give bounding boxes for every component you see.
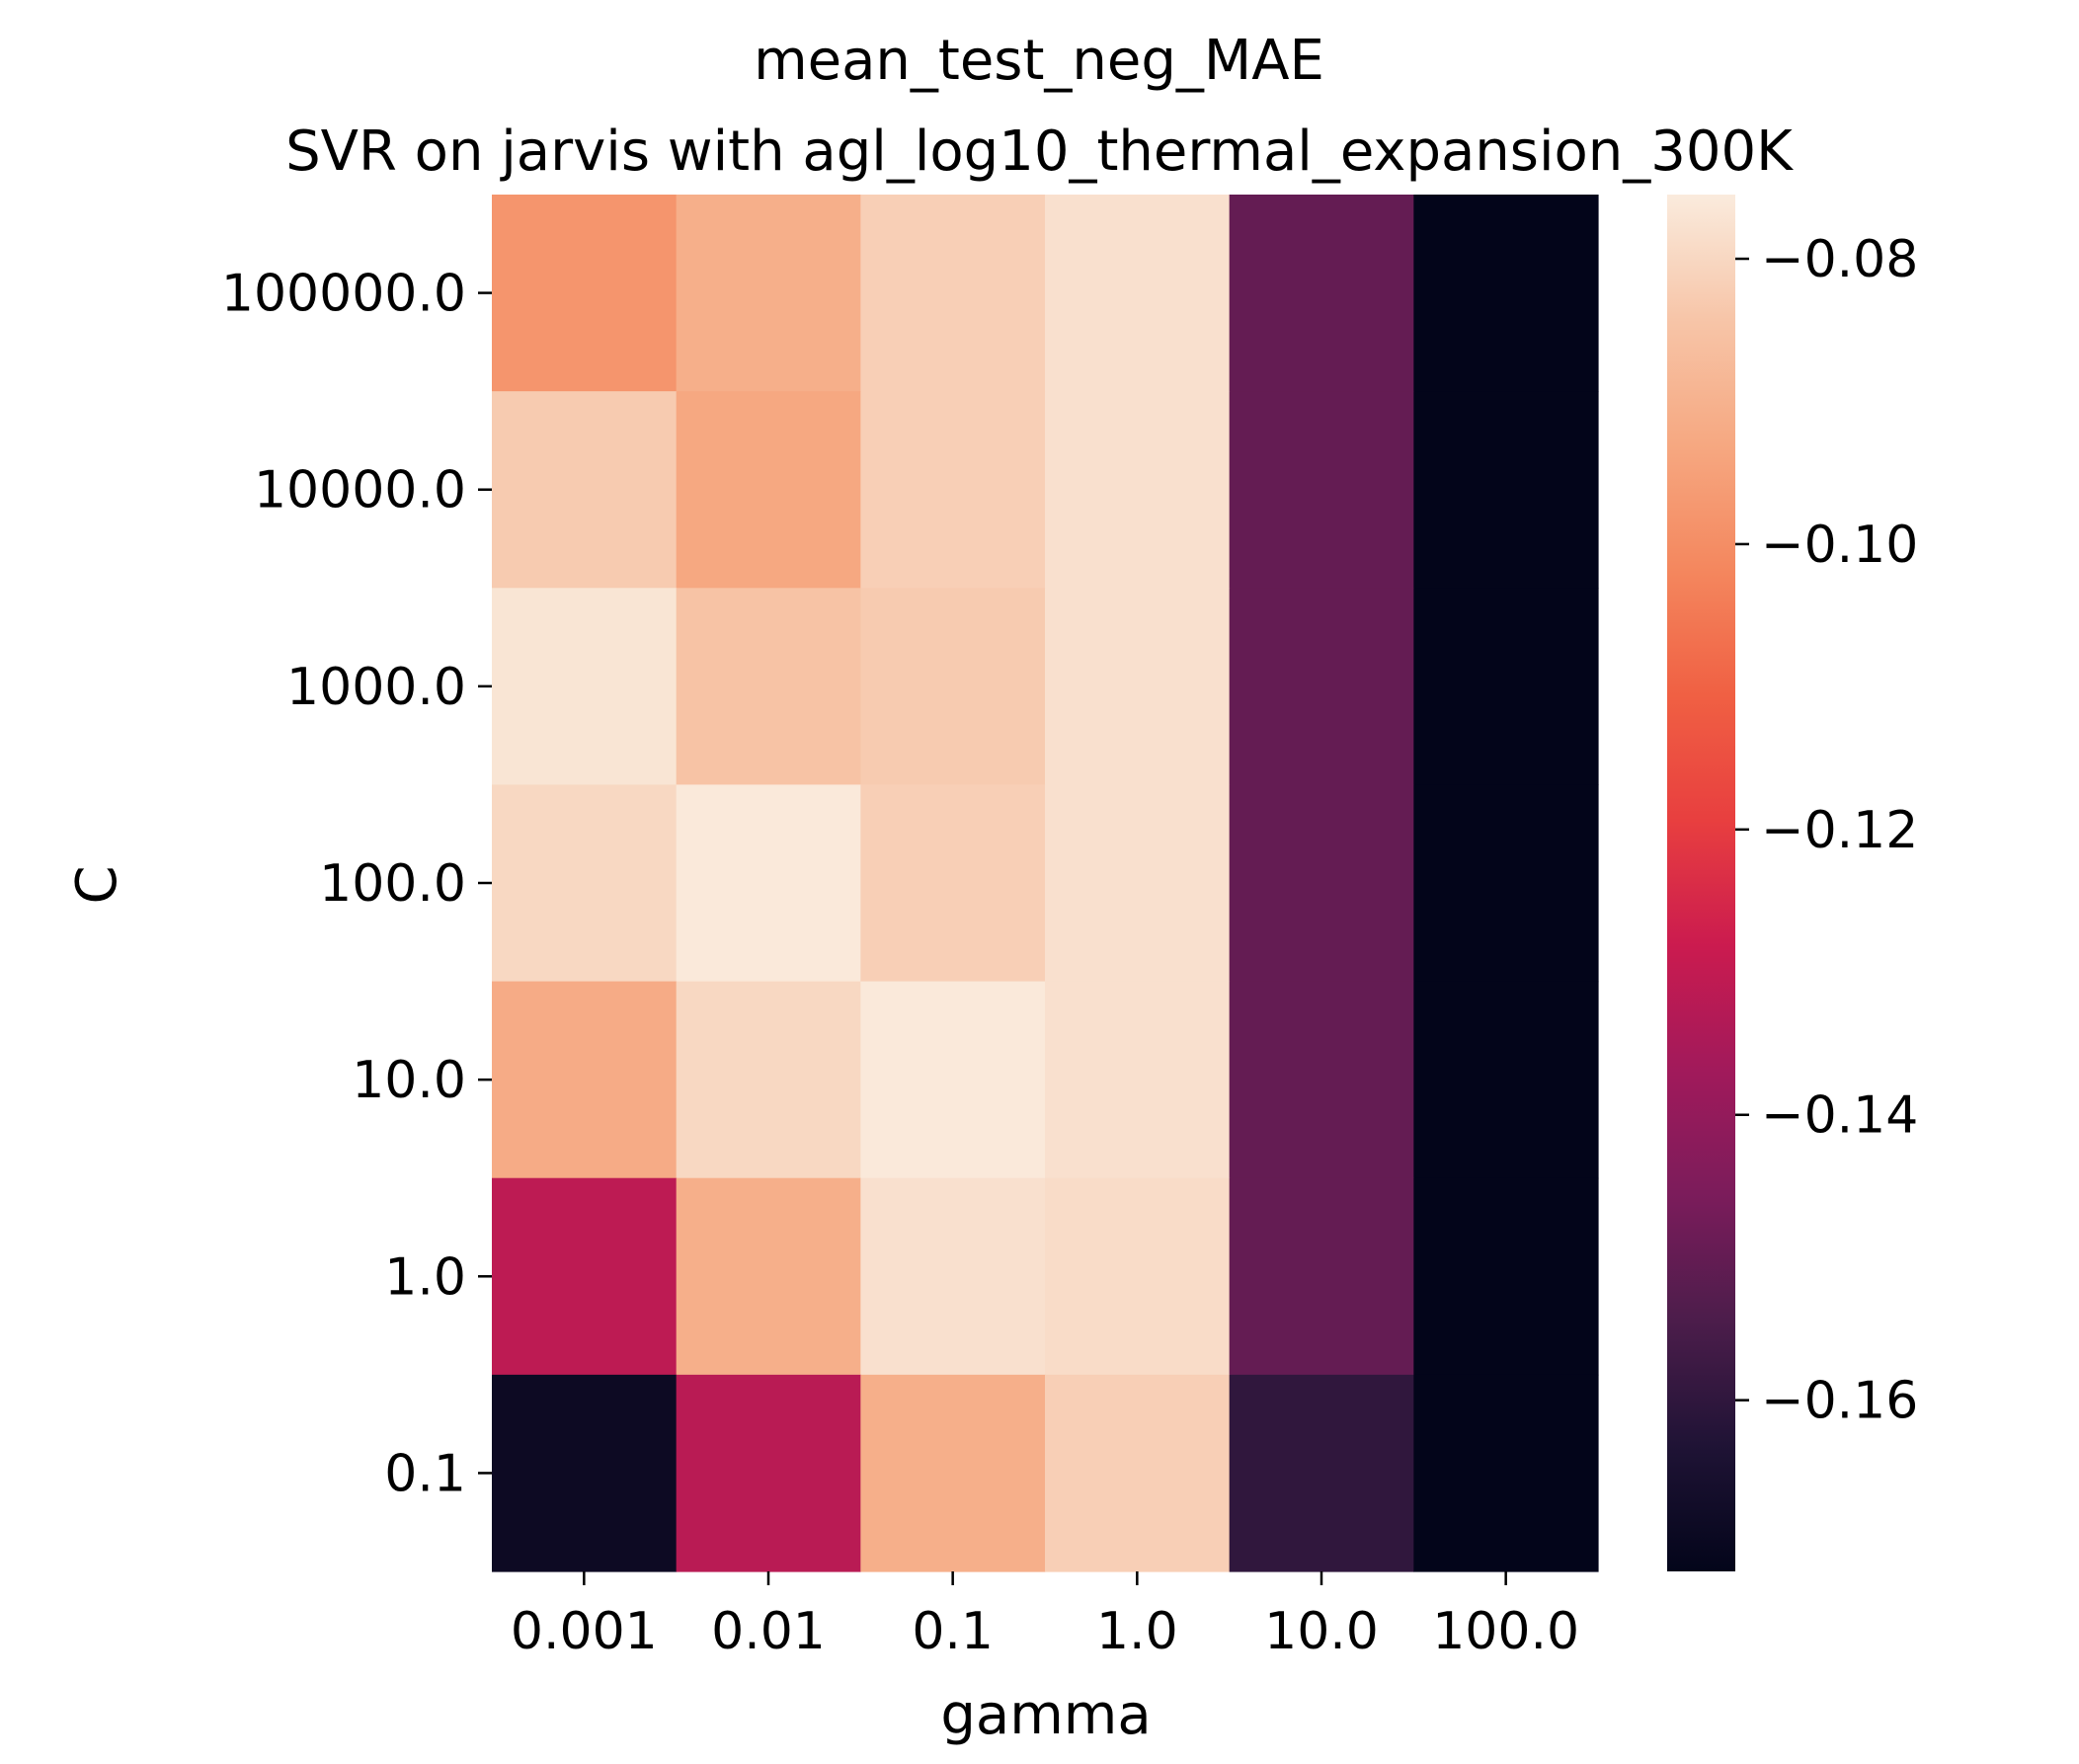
chart-title-line1: mean_test_neg_MAE	[754, 29, 1324, 93]
heatmap-cell	[1413, 391, 1599, 589]
heatmap-cell	[860, 195, 1046, 392]
x-axis-ticks: 0.001 0.01 0.1 1.0 10.0 100.0	[511, 1571, 1579, 1661]
heatmap-cell	[1045, 784, 1231, 983]
heatmap-cell	[1413, 981, 1599, 1179]
x-tick-label: 0.1	[912, 1602, 994, 1661]
heatmap-cell	[1045, 588, 1231, 786]
x-tick-label: 100.0	[1432, 1602, 1579, 1661]
y-tick-label: 1.0	[384, 1247, 466, 1307]
colorbar-tick-label: −0.16	[1761, 1372, 1918, 1431]
heatmap-cell	[676, 1177, 861, 1376]
colorbar-tick-label: −0.12	[1761, 801, 1918, 860]
y-tick-label: 100.0	[319, 854, 466, 914]
heatmap-cell	[860, 588, 1046, 786]
heatmap-cell	[1229, 981, 1414, 1179]
y-tick-label: 0.1	[384, 1444, 466, 1503]
heatmap-cell	[676, 981, 861, 1179]
heatmap-cell	[860, 784, 1046, 983]
chart-title-line2: SVR on jarvis with agl_log10_thermal_exp…	[285, 120, 1794, 184]
x-tick-label: 1.0	[1096, 1602, 1178, 1661]
heatmap-cell	[1229, 784, 1414, 983]
colorbar-ticks: −0.16 −0.14 −0.12 −0.10 −0.08	[1735, 230, 1918, 1431]
heatmap-cell	[492, 981, 678, 1179]
heatmap-cell	[1045, 391, 1231, 589]
heatmap-cell	[492, 784, 678, 983]
heatmap-cell	[492, 391, 678, 589]
y-tick-label: 100000.0	[221, 265, 466, 324]
heatmap-cell	[676, 1374, 861, 1572]
x-tick-label: 0.001	[511, 1602, 658, 1661]
y-axis-label: C	[65, 865, 129, 904]
y-tick-label: 10.0	[352, 1051, 466, 1110]
y-tick-label: 1000.0	[286, 658, 466, 717]
heatmap-cell	[676, 391, 861, 589]
colorbar-tick-label: −0.08	[1761, 230, 1918, 289]
heatmap-cell	[492, 1177, 678, 1376]
heatmap-cell	[676, 195, 861, 392]
y-tick-label: 10000.0	[254, 461, 466, 521]
colorbar-tick-label: −0.10	[1761, 516, 1918, 575]
heatmap-cell	[1413, 1374, 1599, 1572]
heatmap-cell	[1229, 588, 1414, 786]
heatmap-cell	[492, 1374, 678, 1572]
heatmap-cell	[676, 588, 861, 786]
heatmap-cell	[1229, 391, 1414, 589]
x-tick-label: 0.01	[711, 1602, 826, 1661]
heatmap-cell	[1045, 1177, 1231, 1376]
heatmap-cell	[860, 391, 1046, 589]
heatmap-cell	[1229, 1177, 1414, 1376]
heatmap-cell	[860, 1177, 1046, 1376]
heatmap-cells	[492, 195, 1599, 1572]
heatmap-cell	[1229, 1374, 1414, 1572]
colorbar-tick-label: −0.14	[1761, 1086, 1918, 1146]
heatmap-cell	[676, 784, 861, 983]
heatmap-cell	[1045, 981, 1231, 1179]
heatmap-cell	[1413, 588, 1599, 786]
heatmap-cell	[492, 195, 678, 392]
heatmap-cell	[492, 588, 678, 786]
heatmap-cell	[1229, 195, 1414, 392]
heatmap-cell	[1045, 195, 1231, 392]
heatmap-cell	[860, 1374, 1046, 1572]
heatmap-cell	[1045, 1374, 1231, 1572]
heatmap-cell	[860, 981, 1046, 1179]
colorbar	[1667, 195, 1735, 1571]
x-axis-label: gamma	[940, 1683, 1151, 1747]
heatmap-cell	[1413, 784, 1599, 983]
y-axis-ticks: 100000.0 10000.0 1000.0 100.0 10.0 1.0 0.1	[221, 265, 492, 1503]
heatmap-cell	[1413, 195, 1599, 392]
x-tick-label: 10.0	[1264, 1602, 1379, 1661]
heatmap-cell	[1413, 1177, 1599, 1376]
